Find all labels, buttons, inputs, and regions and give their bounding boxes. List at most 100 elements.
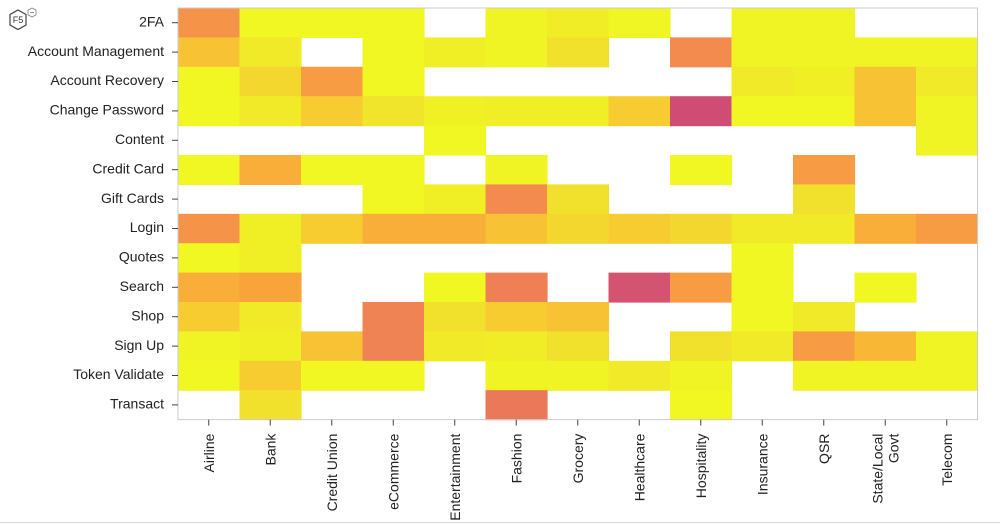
heatmap-cell-account-recovery-ecommerce	[362, 66, 425, 97]
heatmap-cell-token-validate-qsr	[793, 360, 856, 391]
x-tick-label-line: Bank	[262, 433, 278, 466]
heatmap-cell-account-recovery-qsr	[793, 66, 856, 97]
heatmap-cell-login-telecom	[916, 213, 979, 244]
x-tick-label-line: Telecom	[939, 434, 955, 486]
x-tick-label-line: Healthcare	[631, 433, 647, 501]
heatmap-cell-account-recovery-credit-union	[301, 66, 364, 97]
heatmap-cell-account-management-qsr	[793, 37, 856, 68]
heatmap-cell-change-password-airline	[178, 96, 241, 127]
heatmap-cell-login-fashion	[485, 213, 548, 244]
heatmap-cell-gift-cards-qsr	[793, 184, 856, 215]
heatmap-cell-login-grocery	[547, 213, 610, 244]
heatmap-cell-quotes-airline	[178, 243, 241, 274]
y-tick-label-transact: Transact	[110, 396, 164, 412]
heatmap-cell-transact-bank	[239, 390, 302, 421]
x-tick-label-ecommerce: eCommerce	[385, 433, 401, 509]
heatmap-cell-search-hospitality	[670, 272, 733, 303]
x-tick-label-line: Fashion	[508, 434, 524, 484]
y-tick-label-account-recovery: Account Recovery	[50, 72, 164, 88]
heatmap-cell-sign-up-grocery	[547, 331, 610, 362]
heatmap-cell-sign-up-airline	[178, 331, 241, 362]
y-tick-label-quotes: Quotes	[119, 249, 164, 265]
heatmap-cell-sign-up-state-local-govt	[854, 331, 917, 362]
heatmap-cell-account-management-telecom	[916, 37, 979, 68]
heatmap-cell-login-healthcare	[608, 213, 671, 244]
heatmap-cell-token-validate-telecom	[916, 360, 979, 391]
heatmap-cell-login-qsr	[793, 213, 856, 244]
heatmap-cell-sign-up-fashion	[485, 331, 548, 362]
heatmap-cell-login-bank	[239, 213, 302, 244]
heatmap-cell-account-recovery-state-local-govt	[854, 66, 917, 97]
heatmap-cell-2fa-insurance	[731, 8, 794, 38]
heatmap-cell-token-validate-credit-union	[301, 360, 364, 391]
heatmap-cell-sign-up-entertainment	[424, 331, 487, 362]
heatmap-cell-shop-insurance	[731, 302, 794, 332]
heatmap-cell-credit-card-qsr	[793, 155, 856, 185]
x-tick-label-line: State/Local	[869, 434, 885, 504]
heatmap-cell-content-entertainment	[424, 125, 487, 156]
heatmap-cell-account-management-airline	[178, 37, 241, 68]
heatmap-cell-token-validate-healthcare	[608, 360, 671, 391]
heatmap-cell-account-management-insurance	[731, 37, 794, 68]
heatmap-cell-account-recovery-telecom	[916, 66, 979, 97]
heatmap-cell-2fa-bank	[239, 8, 302, 38]
heatmap-cell-token-validate-bank	[239, 360, 302, 391]
heatmap-cell-sign-up-credit-union	[301, 331, 364, 362]
heatmap-cell-account-management-ecommerce	[362, 37, 425, 68]
heatmap-cell-change-password-bank	[239, 96, 302, 127]
x-tick-label-credit-union: Credit Union	[324, 434, 340, 512]
x-tick-label-qsr: QSR	[816, 434, 832, 464]
heatmap-cell-account-recovery-insurance	[731, 66, 794, 97]
logo-text: F5	[13, 15, 24, 25]
heatmap-cell-2fa-grocery	[547, 8, 610, 38]
hexagon-logo-icon: F5	[9, 7, 37, 31]
heatmap-cell-credit-card-hospitality	[670, 155, 733, 185]
heatmap-cell-2fa-healthcare	[608, 8, 671, 38]
heatmap-cell-shop-ecommerce	[362, 302, 425, 332]
y-tick-label-change-password: Change Password	[50, 102, 164, 118]
heatmap-cell-search-bank	[239, 272, 302, 303]
x-tick-label-line: Hospitality	[693, 434, 709, 499]
heatmap-cell-change-password-ecommerce	[362, 96, 425, 127]
heatmap-cell-shop-grocery	[547, 302, 610, 332]
x-tick-label-line: Credit Union	[324, 434, 340, 512]
heatmap-cell-credit-card-airline	[178, 155, 241, 185]
bottom-divider	[0, 522, 1000, 523]
x-tick-label-bank: Bank	[262, 433, 278, 466]
heatmap-cell-sign-up-ecommerce	[362, 331, 425, 362]
heatmap-cell-gift-cards-grocery	[547, 184, 610, 215]
heatmap-cell-login-airline	[178, 213, 241, 244]
heatmap-cell-token-validate-airline	[178, 360, 241, 391]
heatmap-cell-gift-cards-fashion	[485, 184, 548, 215]
heatmap-cell-shop-qsr	[793, 302, 856, 332]
x-axis-ticks: Airline Bank Credit Union eCommerce Entertai…	[201, 419, 955, 521]
x-tick-label-healthcare: Healthcare	[631, 433, 647, 501]
heatmap-cell-sign-up-qsr	[793, 331, 856, 362]
heatmap-cell-2fa-credit-union	[301, 8, 364, 38]
heatmap-cell-token-validate-state-local-govt	[854, 360, 917, 391]
heatmap-cell-login-insurance	[731, 213, 794, 244]
x-tick-label-state-local-govt: State/LocalGovt	[869, 434, 901, 504]
heatmap-cell-account-recovery-airline	[178, 66, 241, 97]
heatmap-cell-account-management-grocery	[547, 37, 610, 68]
heatmap-cell-token-validate-hospitality	[670, 360, 733, 391]
heatmap-cell-credit-card-credit-union	[301, 155, 364, 185]
heatmap-cell-quotes-bank	[239, 243, 302, 274]
heatmap-cell-change-password-qsr	[793, 96, 856, 127]
y-tick-label-shop: Shop	[131, 307, 164, 323]
heatmap-cell-shop-entertainment	[424, 302, 487, 332]
heatmap-cell-2fa-fashion	[485, 8, 548, 38]
heatmap-cell-account-recovery-bank	[239, 66, 302, 97]
heatmap-cell-shop-bank	[239, 302, 302, 332]
heatmap-cell-2fa-airline	[178, 8, 241, 38]
heatmap-cells	[178, 8, 979, 421]
y-tick-label-credit-card: Credit Card	[92, 160, 164, 176]
heatmap-cell-account-management-bank	[239, 37, 302, 68]
f5-logo: F5	[6, 6, 42, 36]
heatmap-cell-token-validate-ecommerce	[362, 360, 425, 391]
heatmap-cell-search-airline	[178, 272, 241, 303]
heatmap-cell-login-state-local-govt	[854, 213, 917, 244]
x-tick-label-line: Entertainment	[447, 434, 463, 521]
heatmap-cell-change-password-entertainment	[424, 96, 487, 127]
